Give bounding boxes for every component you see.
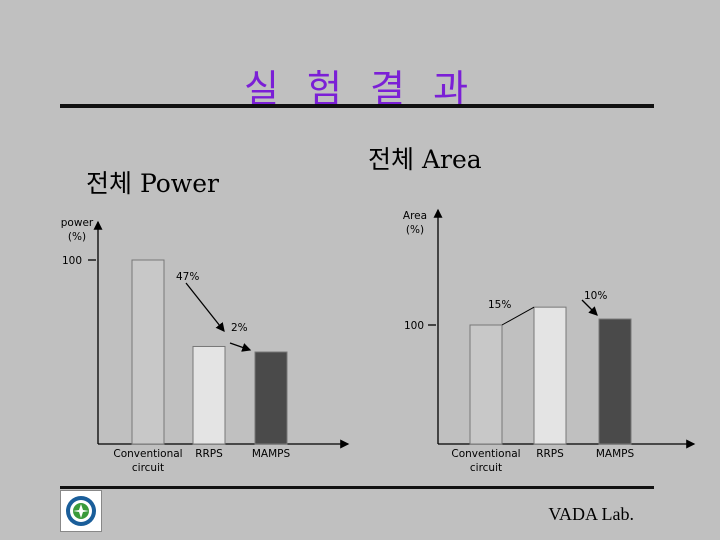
power-chart-subtitle: 전체 Power [86,169,219,198]
y-axis-label: Area [403,210,427,222]
annotation-label: 10% [584,290,607,302]
bar-rrps [192,345,226,445]
x-tick-label: MAMPS [252,448,291,460]
y-axis-label: power [61,217,94,229]
x-tick-label: RRPS [195,448,223,460]
annotation-arrow [581,299,598,316]
bar-conventional-circuit [131,259,165,445]
bar-mamps [598,318,632,445]
growth-connector [501,306,535,326]
area-chart-subtitle: 전체 Area [368,145,482,174]
bar-rrps [533,306,567,445]
power-chart: power (%) 100 Conventional circuit RRPS MAMPS 4… [61,217,350,474]
x-tick-label: MAMPS [596,448,635,460]
x-tick-label-line2: circuit [132,462,164,474]
y-tick-label: 100 [62,255,82,267]
title-underline [60,104,654,108]
annotation-label: 47% [176,271,199,283]
footer-rule [60,486,654,489]
x-tick-label: RRPS [536,448,564,460]
x-tick-label: Conventional [451,448,520,460]
annotation-label: 15% [488,299,511,311]
x-tick-label: Conventional [113,448,182,460]
bar-mamps [254,351,288,445]
annotation-arrow [229,342,252,352]
y-axis-label-unit: (%) [68,231,86,243]
y-tick-label: 100 [404,320,424,332]
annotation-label: 2% [231,322,248,334]
lab-logo [60,490,102,532]
annotation-arrow [185,282,225,333]
bar-conventional-circuit [469,324,503,445]
footer-label: VADA Lab. [548,504,634,524]
x-tick-label-line2: circuit [470,462,502,474]
slide-title: 실 험 결 과 [243,67,477,111]
area-chart: Area (%) 100 Conventional circuit RRPS MAMPS 15… [403,208,696,474]
lab-emblem-icon [66,496,96,526]
y-axis-label-unit: (%) [406,224,424,236]
